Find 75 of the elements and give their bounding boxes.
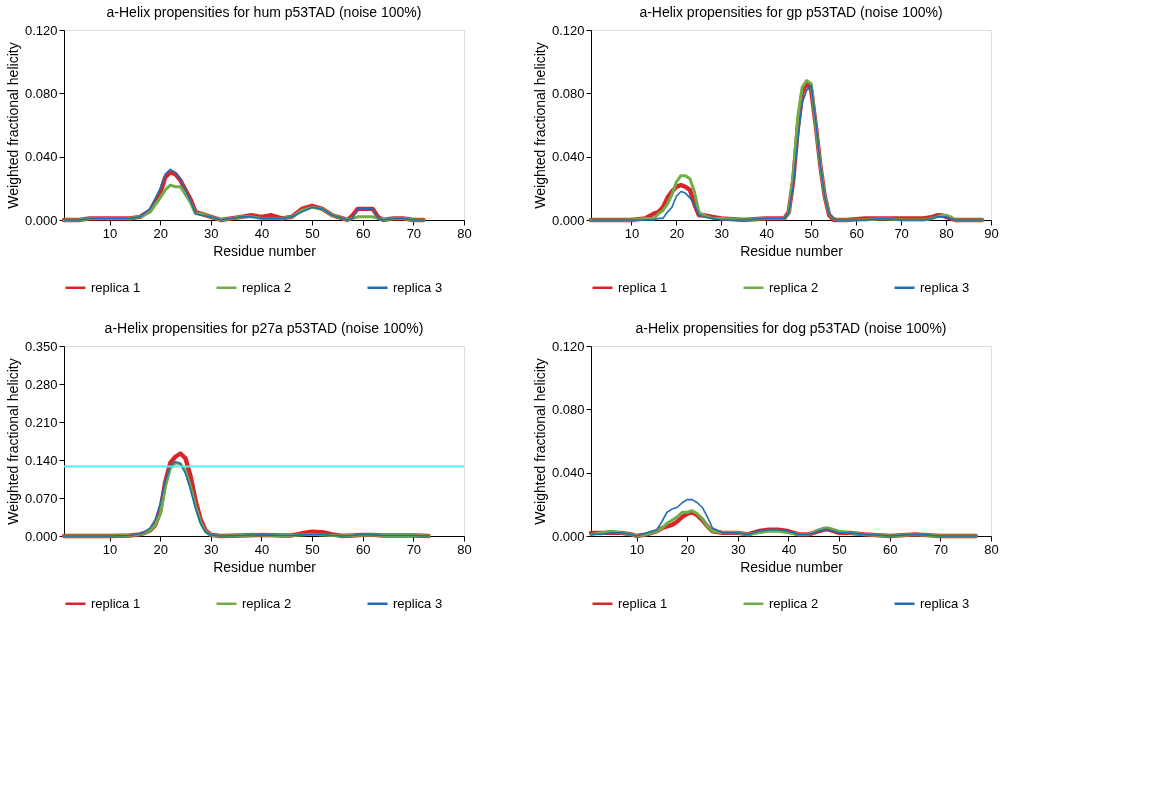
x-tick-label: 70 [406, 541, 422, 557]
x-tick-label: 90 [984, 225, 999, 241]
y-tick-label: 0.000 [24, 212, 58, 228]
legend-label: replica 3 [920, 279, 970, 295]
x-tick-label: 20 [153, 541, 168, 557]
legend-label: replica 2 [242, 595, 292, 611]
x-tick-label: 60 [356, 225, 371, 241]
x-tick-label: 10 [624, 225, 640, 241]
y-tick-label: 0.070 [24, 490, 58, 506]
y-tick-label: 0.210 [24, 414, 58, 430]
x-tick-label: 20 [669, 225, 685, 241]
x-tick-label: 70 [894, 225, 909, 241]
x-tick-label: 60 [849, 225, 864, 241]
x-axis-title: Residue number [740, 558, 844, 575]
legend-label: replica 1 [91, 595, 141, 611]
y-tick-label: 0.000 [551, 528, 585, 544]
legend-label: replica 1 [618, 595, 668, 611]
x-tick-label: 30 [204, 225, 219, 241]
x-tick-label: 50 [305, 541, 320, 557]
y-axis-title: Weighted fractional helicity [4, 42, 21, 209]
legend-label: replica 2 [769, 279, 819, 295]
x-tick-label: 10 [629, 541, 645, 557]
chart-title: a-Helix propensities for dog p53TAD (noise 100%) [635, 320, 947, 336]
y-tick-label: 0.350 [24, 338, 58, 354]
x-tick-label: 60 [356, 541, 371, 557]
chart-title: a-Helix propensities for gp p53TAD (noise 100%) [639, 4, 943, 20]
y-tick-label: 0.280 [24, 376, 58, 392]
x-tick-label: 40 [254, 541, 270, 557]
y-tick-label: 0.120 [551, 338, 585, 354]
y-axis-title: Weighted fractional helicity [531, 358, 548, 525]
legend-label: replica 2 [769, 595, 819, 611]
x-tick-label: 50 [832, 541, 847, 557]
legend-label: replica 3 [393, 279, 443, 295]
x-axis-title: Residue number [213, 558, 317, 575]
y-axis-title: Weighted fractional helicity [4, 358, 21, 525]
x-tick-label: 20 [680, 541, 695, 557]
x-tick-label: 50 [804, 225, 819, 241]
x-tick-label: 70 [933, 541, 949, 557]
legend-label: replica 3 [920, 595, 970, 611]
x-tick-label: 40 [759, 225, 775, 241]
legend-label: replica 1 [618, 279, 668, 295]
x-axis-title: Residue number [740, 242, 844, 259]
y-tick-label: 0.000 [24, 528, 58, 544]
x-tick-label: 80 [984, 541, 999, 557]
x-axis-title: Residue number [213, 242, 317, 259]
y-tick-label: 0.040 [551, 149, 585, 165]
x-tick-label: 40 [781, 541, 797, 557]
chart-title: a-Helix propensities for p27a p53TAD (noise 100%) [104, 320, 424, 336]
x-tick-label: 10 [102, 225, 118, 241]
y-tick-label: 0.080 [551, 401, 585, 417]
y-tick-label: 0.000 [551, 212, 585, 228]
x-tick-label: 30 [204, 541, 219, 557]
x-tick-label: 50 [305, 225, 320, 241]
x-tick-label: 30 [731, 541, 746, 557]
y-tick-label: 0.080 [24, 85, 58, 101]
x-tick-label: 80 [457, 225, 472, 241]
x-tick-label: 80 [457, 541, 472, 557]
x-tick-label: 80 [939, 225, 954, 241]
x-tick-label: 20 [153, 225, 168, 241]
x-tick-label: 30 [714, 225, 730, 241]
y-axis-title: Weighted fractional helicity [531, 42, 548, 209]
x-tick-label: 40 [254, 225, 270, 241]
x-tick-label: 60 [883, 541, 898, 557]
y-tick-label: 0.140 [24, 452, 58, 468]
chart-title: a-Helix propensities for hum p53TAD (noise 100%) [106, 4, 422, 20]
legend-label: replica 3 [393, 595, 443, 611]
x-tick-label: 70 [406, 225, 422, 241]
y-tick-label: 0.040 [551, 465, 585, 481]
x-tick-label: 10 [102, 541, 118, 557]
y-tick-label: 0.120 [551, 22, 585, 38]
legend-label: replica 1 [91, 279, 141, 295]
legend-label: replica 2 [242, 279, 292, 295]
y-tick-label: 0.120 [24, 22, 58, 38]
y-tick-label: 0.040 [24, 149, 58, 165]
y-tick-label: 0.080 [551, 85, 585, 101]
